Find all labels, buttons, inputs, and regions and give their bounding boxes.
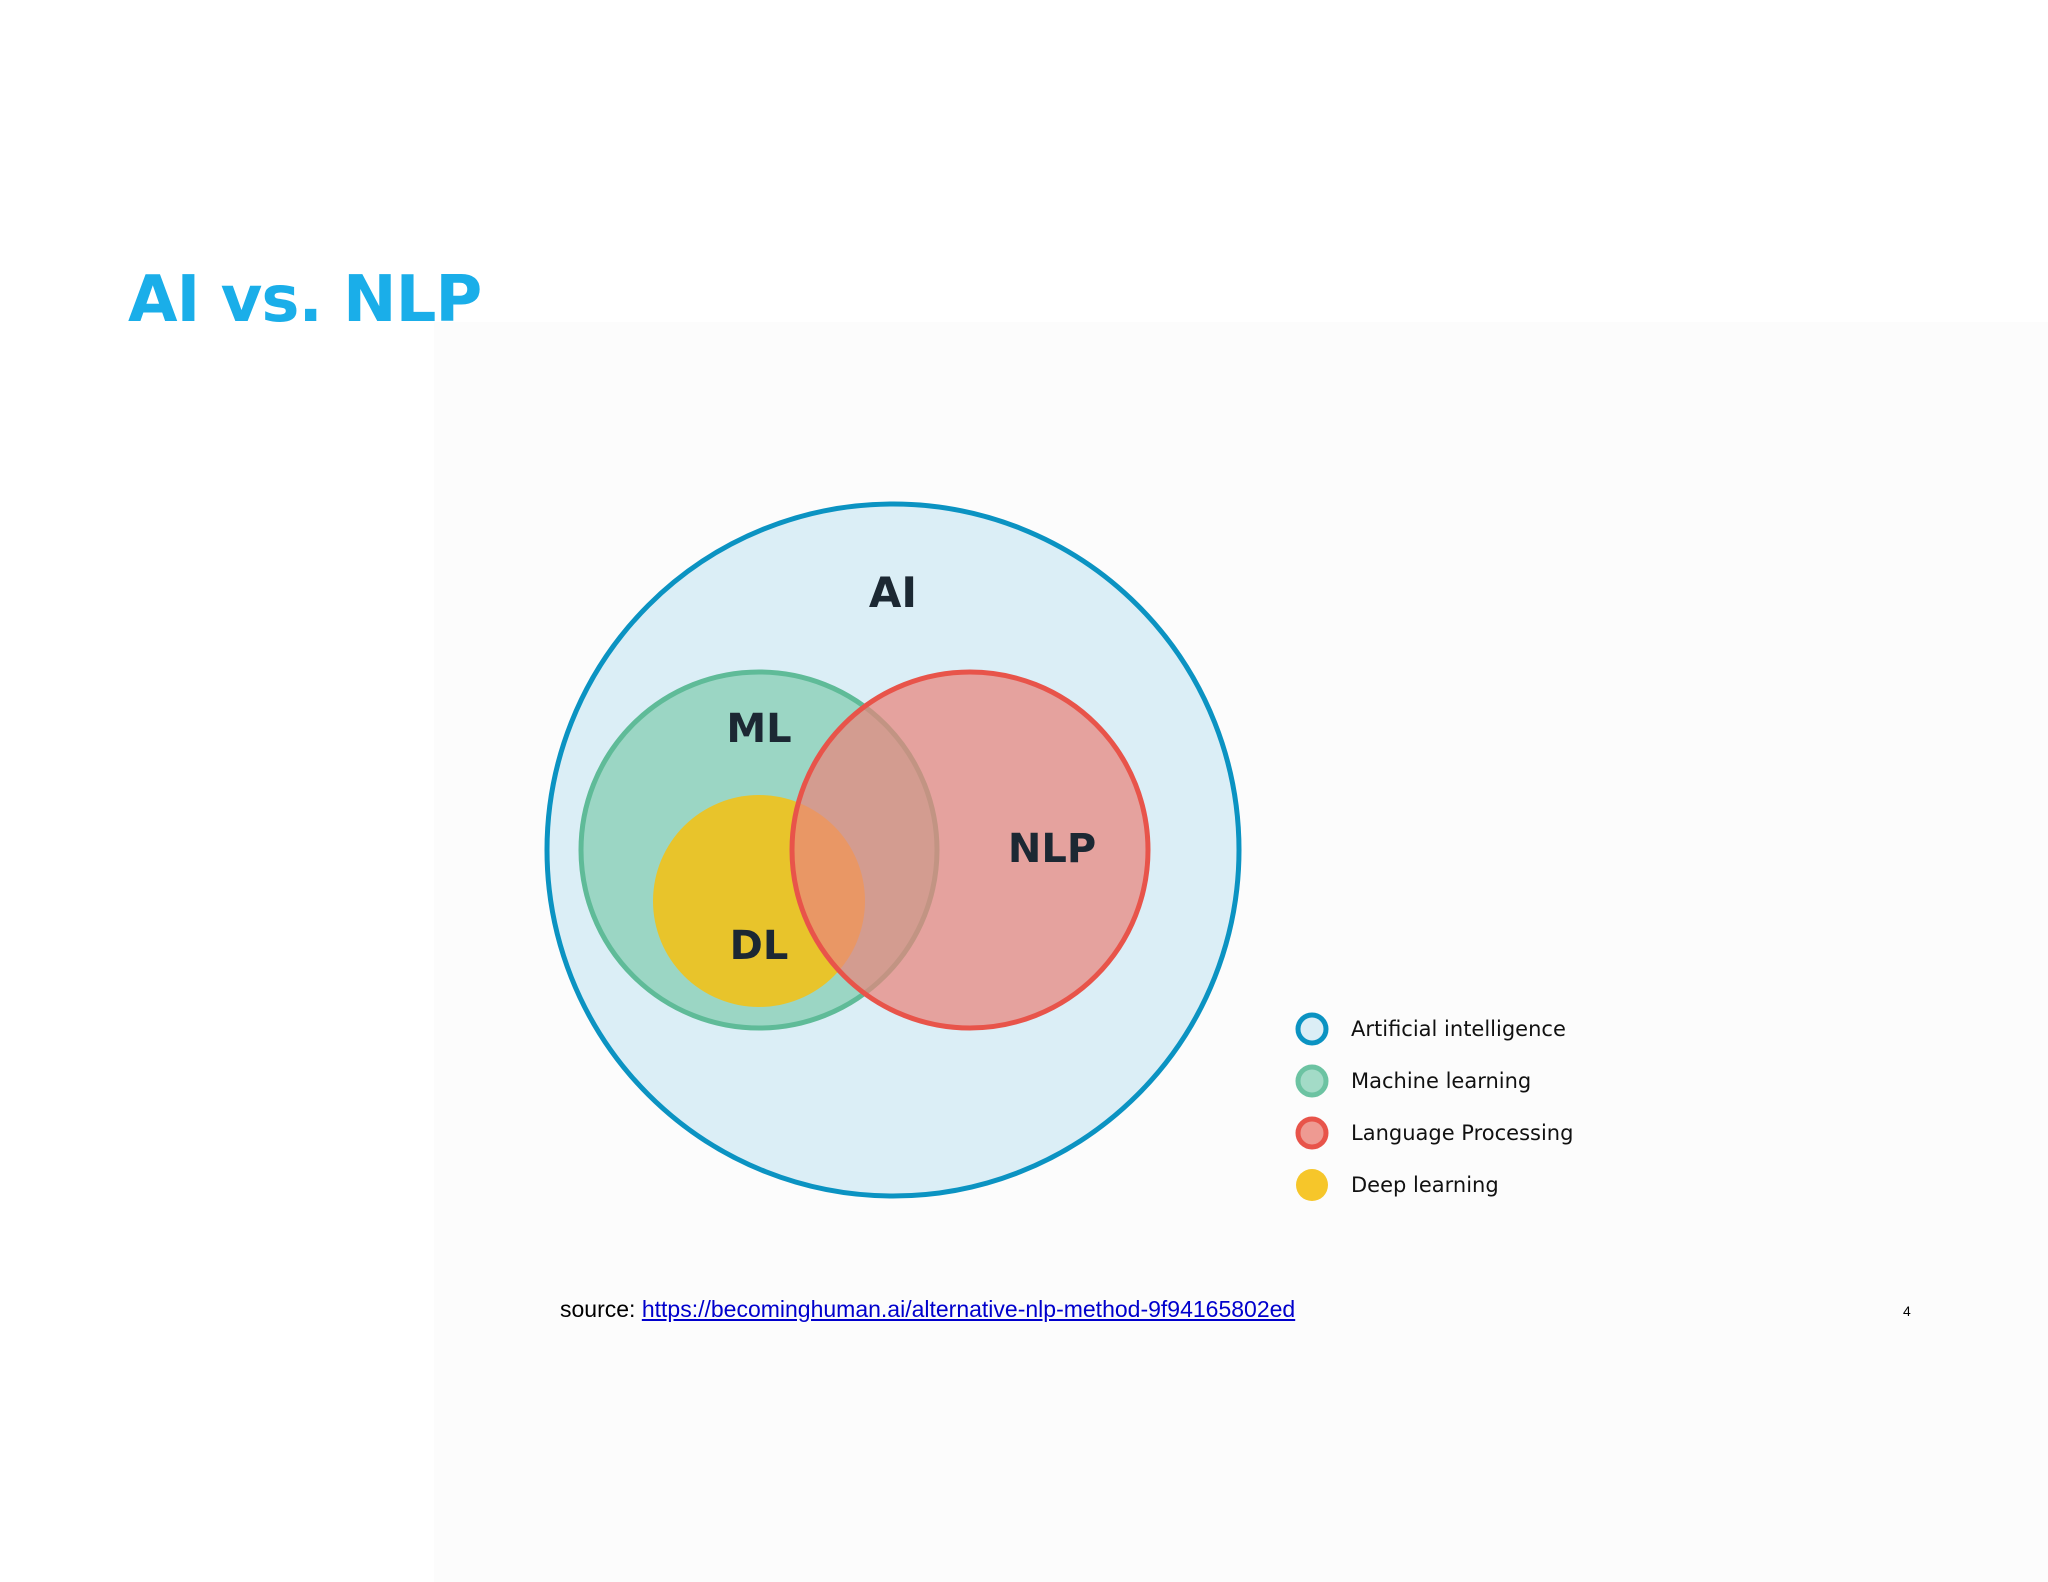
legend-swatch-nlp-outline (1295, 1116, 1329, 1150)
legend-swatch-nlp (1298, 1119, 1326, 1147)
source-citation: source: https://becominghuman.ai/alterna… (560, 1296, 1295, 1323)
legend-swatch-ml (1298, 1067, 1326, 1095)
dl-label: DL (730, 923, 789, 969)
legend-label-nlp: Language Processing (1351, 1121, 1573, 1145)
source-prefix: source: (560, 1296, 642, 1322)
nlp-circle (792, 672, 1148, 1028)
legend-label-ml: Machine learning (1351, 1069, 1531, 1093)
ml-label: ML (726, 706, 791, 752)
legend-swatch-ml-outline (1295, 1064, 1329, 1098)
legend-swatch-dl (1296, 1169, 1328, 1201)
legend-label-ai: Artificial intelligence (1351, 1017, 1566, 1041)
legend-swatch-ai-outline (1295, 1012, 1329, 1046)
source-link[interactable]: https://becominghuman.ai/alternative-nlp… (641, 1296, 1296, 1322)
page-number: 4 (1903, 1303, 1911, 1319)
nlp-label: NLP (1008, 826, 1096, 872)
legend: Artificial intelligence Machine learning… (1295, 1012, 1573, 1201)
slide-title: AI vs. NLP (128, 263, 482, 337)
ai-label: AI (869, 568, 917, 617)
legend-swatch-ai (1298, 1015, 1326, 1043)
legend-label-dl: Deep learning (1351, 1173, 1499, 1197)
ai-circle-outline (544, 501, 1242, 1199)
nlp-circle-outline (789, 669, 1151, 1031)
